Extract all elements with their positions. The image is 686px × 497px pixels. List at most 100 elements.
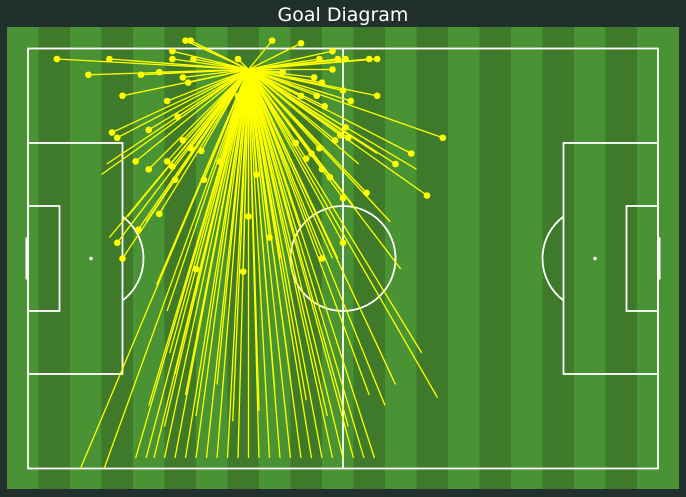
shot-point: [373, 55, 381, 63]
shot-line: [248, 68, 378, 155]
shot-point: [339, 239, 347, 247]
shot-point: [234, 55, 242, 63]
shot-line: [216, 69, 250, 385]
shot-point: [266, 234, 273, 241]
shot-line: [116, 69, 250, 244]
shot-line: [166, 68, 249, 102]
shot-point: [119, 92, 126, 100]
shot-line: [187, 68, 249, 84]
shot-line: [166, 69, 250, 312]
shot-line: [237, 69, 250, 459]
shot-line: [174, 69, 250, 375]
shot-line: [109, 58, 249, 71]
shot-point: [337, 131, 344, 139]
shot-point: [363, 189, 370, 197]
shot-point: [155, 68, 163, 76]
pitch-stripe: [605, 27, 637, 489]
shot-point: [297, 92, 305, 100]
shot-point: [239, 268, 247, 275]
shot-point: [373, 92, 381, 100]
penalty-spots: [89, 256, 597, 261]
shot-point: [310, 74, 318, 81]
shot-line: [247, 69, 344, 459]
shot-line: [248, 68, 378, 97]
shot-point: [113, 239, 121, 247]
shot-point: [292, 139, 300, 147]
shot-line: [247, 69, 334, 459]
shot-line: [247, 69, 344, 244]
shot-point: [182, 37, 189, 44]
shot-point: [187, 144, 195, 152]
shot-line: [190, 40, 249, 71]
shot-point: [329, 47, 336, 55]
shot-point: [155, 210, 163, 218]
shot-point: [392, 160, 399, 168]
pitch-stripe: [479, 27, 511, 489]
shot-line: [247, 69, 328, 417]
shot-line: [247, 69, 276, 390]
shot-point: [179, 74, 187, 81]
shot-line: [248, 68, 412, 155]
shot-line: [56, 58, 249, 71]
shot-point: [339, 87, 347, 94]
shot-line: [247, 69, 323, 459]
shot-point: [163, 97, 171, 105]
shot-point: [347, 97, 355, 105]
pitch-stripe: [353, 27, 385, 489]
shot-point: [326, 173, 334, 181]
shot-line: [184, 69, 250, 396]
shot-point: [342, 55, 349, 63]
shot-line: [247, 69, 439, 398]
shot-line: [145, 69, 250, 223]
shot-point: [169, 163, 176, 170]
shot-point: [313, 92, 321, 100]
right-penalty-spot: [593, 256, 597, 261]
shot-line: [247, 40, 273, 70]
shot-line: [248, 50, 333, 71]
shot-point: [184, 79, 192, 86]
shot-line: [248, 68, 352, 102]
shot-line: [135, 68, 249, 162]
shot-point: [423, 192, 431, 199]
shot-line: [184, 69, 250, 459]
shot-point: [171, 176, 179, 184]
shot-point: [234, 92, 242, 100]
pitch-stripe: [542, 27, 574, 489]
shot-line: [247, 69, 349, 427]
shot-point: [179, 137, 187, 144]
shot-point: [365, 55, 373, 63]
shot-point: [318, 255, 326, 262]
shot-line: [172, 50, 249, 71]
shot-point: [145, 126, 153, 134]
shot-point: [321, 102, 328, 110]
shot-point: [331, 137, 339, 144]
shot-line: [148, 68, 249, 131]
shot-point: [339, 194, 347, 202]
shot-point: [145, 165, 153, 173]
shot-line: [148, 69, 249, 170]
shot-point: [308, 150, 315, 157]
left-penalty-spot: [89, 256, 93, 261]
shot-point: [169, 55, 176, 63]
shot-point: [169, 47, 176, 55]
shot-line: [216, 69, 250, 459]
shot-point: [297, 39, 305, 47]
shot-point: [163, 158, 171, 165]
shot-line: [247, 69, 292, 380]
shot-point: [318, 165, 326, 173]
shot-line: [247, 69, 271, 459]
shot-line: [182, 68, 249, 79]
shot-point: [302, 155, 310, 163]
shot-line: [247, 69, 365, 459]
pitch-stripe: [101, 27, 133, 489]
shot-line: [111, 68, 249, 134]
shot-line: [248, 68, 443, 139]
shot-point: [200, 176, 208, 184]
pitch-stripe: [416, 27, 448, 489]
shot-line: [232, 69, 250, 422]
shot-point: [216, 158, 223, 165]
shot-point: [113, 134, 121, 142]
shot-point: [253, 171, 260, 178]
right-penalty-arc: [541, 215, 565, 302]
